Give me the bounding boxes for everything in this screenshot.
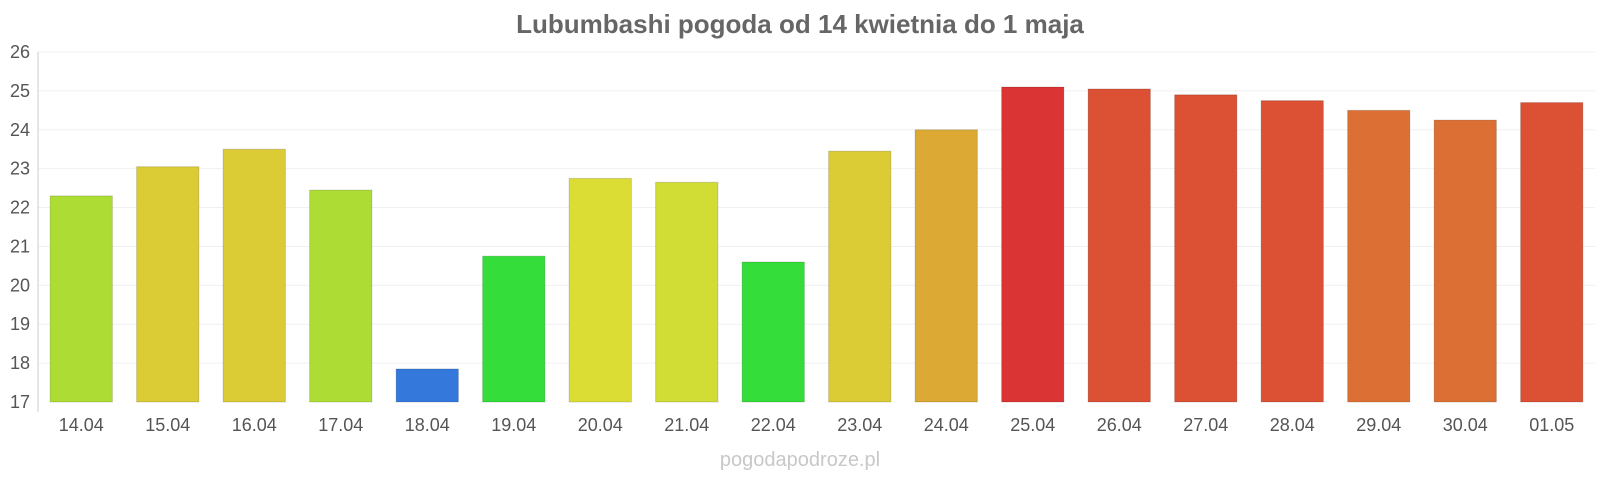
x-tick-label: 14.04	[59, 415, 104, 435]
bar-20.04[interactable]	[568, 177, 632, 403]
bar-18.04[interactable]	[395, 368, 459, 403]
bar-23.04[interactable]	[828, 150, 892, 403]
x-tick-label: 21.04	[664, 415, 709, 435]
y-tick-label: 17	[10, 392, 30, 412]
x-tick-label: 01.05	[1529, 415, 1574, 435]
x-tick-label: 18.04	[405, 415, 450, 435]
bar-30.04[interactable]	[1433, 119, 1497, 403]
x-tick-label: 22.04	[751, 415, 796, 435]
grid-lines	[38, 51, 1595, 364]
bar-19.04[interactable]	[482, 255, 546, 403]
x-tick-label: 26.04	[1097, 415, 1142, 435]
x-tick-label: 24.04	[924, 415, 969, 435]
x-tick-label: 17.04	[318, 415, 363, 435]
x-tick-label: 25.04	[1010, 415, 1055, 435]
x-tick-label: 20.04	[578, 415, 623, 435]
bar-25.04[interactable]	[1001, 86, 1065, 403]
bar-14.04[interactable]	[49, 195, 113, 403]
y-tick-label: 22	[10, 198, 30, 218]
y-tick-label: 21	[10, 236, 30, 256]
x-tick-label: 28.04	[1270, 415, 1315, 435]
source-label: pogodapodroze.pl	[720, 449, 880, 471]
y-tick-label: 19	[10, 314, 30, 334]
bars	[49, 86, 1584, 403]
bar-28.04[interactable]	[1260, 100, 1324, 403]
bar-01.05[interactable]	[1520, 102, 1584, 403]
bar-15.04[interactable]	[136, 166, 200, 403]
y-tick-label: 18	[10, 353, 30, 373]
x-tick-label: 15.04	[145, 415, 190, 435]
y-tick-label: 25	[10, 81, 30, 101]
y-tick-label: 26	[10, 42, 30, 62]
x-tick-label: 27.04	[1183, 415, 1228, 435]
bar-22.04[interactable]	[741, 261, 805, 403]
x-tick-label: 30.04	[1443, 415, 1488, 435]
x-tick-label: 29.04	[1356, 415, 1401, 435]
x-tick-label: 23.04	[837, 415, 882, 435]
x-tick-label: 19.04	[491, 415, 536, 435]
bar-26.04[interactable]	[1087, 88, 1151, 403]
bar-29.04[interactable]	[1347, 109, 1411, 403]
y-tick-label: 23	[10, 159, 30, 179]
y-tick-label: 20	[10, 275, 30, 295]
bar-17.04[interactable]	[309, 189, 373, 403]
bar-21.04[interactable]	[655, 181, 719, 403]
y-axis-ticks: 17 18 19 20 21 22 23 24 25 26	[10, 42, 30, 412]
chart-title: Lubumbashi pogoda od 14 kwietnia do 1 ma…	[516, 9, 1084, 39]
bar-27.04[interactable]	[1174, 94, 1238, 403]
bar-24.04[interactable]	[914, 129, 978, 403]
x-tick-label: 16.04	[232, 415, 277, 435]
y-tick-label: 24	[10, 120, 30, 140]
x-axis-ticks: 14.04 15.04 16.04 17.04 18.04 19.04 20.04 21.04…	[59, 415, 1575, 435]
bar-16.04[interactable]	[222, 148, 286, 403]
